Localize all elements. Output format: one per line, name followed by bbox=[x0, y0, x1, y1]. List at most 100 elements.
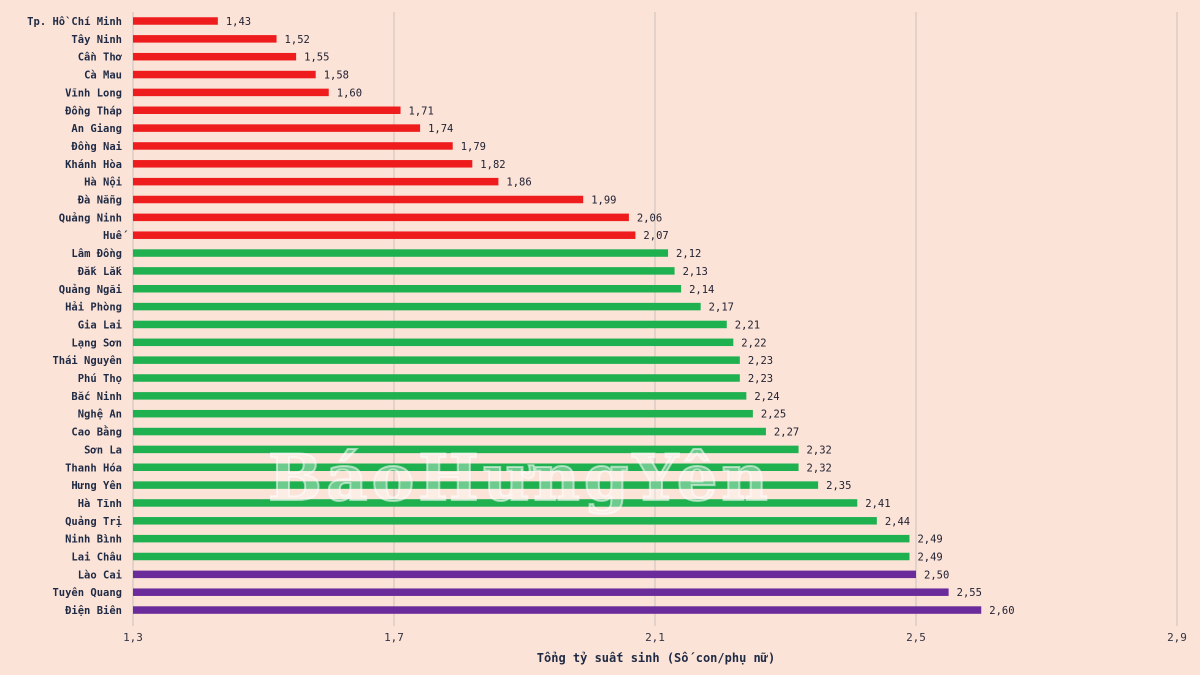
data-label: 1,60 bbox=[337, 87, 362, 99]
data-labels: 1,43 1,52 1,55 1,58 1,60 1,71 1,74 1,79 1,821,86… bbox=[226, 16, 1015, 617]
x-tick-label: 2,1 bbox=[645, 631, 665, 644]
data-label: 2,17 bbox=[709, 302, 734, 314]
bar bbox=[133, 517, 877, 525]
data-label: 2,13 bbox=[683, 266, 708, 278]
bar bbox=[133, 17, 218, 25]
data-label: 2,49 bbox=[917, 534, 942, 546]
category-label: Đắk Lắk bbox=[78, 266, 123, 278]
bar bbox=[133, 534, 910, 543]
category-label: Ninh Bình bbox=[65, 534, 122, 546]
bar bbox=[133, 285, 682, 293]
data-label: 1,58 bbox=[324, 70, 349, 82]
bar bbox=[133, 249, 669, 257]
category-label: Hưng Yên bbox=[71, 480, 122, 492]
category-label: Thái Nguyên bbox=[52, 355, 122, 367]
bar bbox=[133, 392, 747, 400]
category-labels: Tp. Hồ Chí Minh Tây Ninh Cần Thơ Cà Mau Vĩnh… bbox=[27, 16, 128, 617]
category-label: Quảng Ninh bbox=[59, 212, 122, 224]
data-label: 2,24 bbox=[754, 391, 779, 403]
category-label: Lâm Đồng bbox=[71, 248, 122, 260]
data-label: 2,35 bbox=[826, 480, 851, 492]
bar bbox=[133, 302, 701, 311]
data-label: 2,23 bbox=[748, 355, 773, 367]
category-label: Quảng Trị bbox=[65, 516, 122, 528]
data-label: 2,21 bbox=[735, 319, 760, 331]
data-label: 2,49 bbox=[917, 552, 942, 564]
data-label: 2,14 bbox=[689, 284, 714, 296]
data-label: 2,06 bbox=[637, 212, 662, 224]
data-label: 2,55 bbox=[957, 587, 982, 599]
bar bbox=[133, 552, 910, 561]
bar bbox=[133, 88, 329, 97]
bar bbox=[133, 160, 473, 168]
data-label: 1,43 bbox=[226, 16, 251, 28]
data-label: 2,25 bbox=[761, 409, 786, 421]
category-label: Phú Thọ bbox=[78, 373, 122, 385]
watermark-logo: BáoHưngYên bbox=[268, 441, 772, 516]
category-label: Đồng Tháp bbox=[65, 105, 122, 117]
data-label: 2,22 bbox=[741, 337, 766, 349]
category-label: Cần Thơ bbox=[78, 52, 123, 64]
category-label: An Giang bbox=[71, 123, 122, 135]
data-label: 1,71 bbox=[409, 105, 434, 117]
category-label: Hải Phòng bbox=[65, 302, 122, 314]
bar bbox=[133, 409, 753, 418]
data-label: 1,52 bbox=[285, 34, 310, 46]
category-label: Đà Nẵng bbox=[78, 195, 122, 207]
data-label: 2,32 bbox=[807, 462, 832, 474]
category-label: Lai Châu bbox=[71, 552, 122, 564]
data-label: 1,55 bbox=[304, 52, 329, 64]
x-tick-label: 1,7 bbox=[384, 631, 404, 644]
category-label: Huế bbox=[103, 230, 128, 242]
data-label: 2,27 bbox=[774, 427, 799, 439]
bar bbox=[133, 570, 916, 579]
category-label: Điện Biên bbox=[65, 605, 122, 617]
data-label: 2,07 bbox=[643, 230, 668, 242]
data-label: 2,23 bbox=[748, 373, 773, 385]
bar bbox=[133, 124, 421, 132]
x-tick-label: 2,9 bbox=[1167, 631, 1187, 644]
bar bbox=[133, 195, 584, 204]
data-label: 2,50 bbox=[924, 569, 949, 581]
category-label: Hà Tĩnh bbox=[78, 498, 122, 510]
bar bbox=[133, 70, 316, 79]
category-label: Khánh Hòa bbox=[65, 159, 122, 171]
data-label: 2,60 bbox=[989, 605, 1014, 617]
data-label: 1,99 bbox=[591, 195, 616, 207]
bar bbox=[133, 338, 734, 347]
x-axis-title: Tổng tỷ suất sinh (Số con/phụ nữ) bbox=[537, 651, 775, 665]
bars bbox=[133, 17, 982, 614]
bar bbox=[133, 606, 982, 614]
category-label: Nghệ An bbox=[78, 409, 122, 421]
category-label: Tuyên Quang bbox=[52, 587, 122, 599]
bar bbox=[133, 231, 636, 239]
bar bbox=[133, 499, 858, 507]
category-label: Tây Ninh bbox=[71, 34, 122, 46]
category-label: Tp. Hồ Chí Minh bbox=[27, 16, 122, 28]
category-label: Cao Bằng bbox=[71, 426, 122, 439]
category-label: Đồng Nai bbox=[71, 141, 122, 153]
bar bbox=[133, 356, 740, 364]
x-tick-label: 1,3 bbox=[123, 631, 143, 644]
bar bbox=[133, 463, 799, 471]
x-tick-label: 2,5 bbox=[906, 631, 926, 644]
category-label: Cà Mau bbox=[84, 70, 122, 82]
bar bbox=[133, 267, 675, 275]
bar bbox=[133, 177, 499, 186]
data-label: 1,82 bbox=[480, 159, 505, 171]
category-label: Hà Nội bbox=[84, 177, 122, 189]
data-label: 2,32 bbox=[807, 444, 832, 456]
category-label: Quảng Ngãi bbox=[59, 284, 122, 296]
category-label: Lạng Sơn bbox=[71, 337, 122, 349]
bar bbox=[133, 445, 799, 454]
data-label: 1,86 bbox=[506, 177, 531, 189]
data-label: 1,74 bbox=[428, 123, 453, 135]
category-label: Vĩnh Long bbox=[65, 87, 122, 99]
x-tick-labels: 1,3 1,7 2,1 2,5 2,9 bbox=[123, 631, 1187, 644]
bar bbox=[133, 374, 740, 382]
data-label: 2,41 bbox=[865, 498, 890, 510]
bar bbox=[133, 35, 277, 43]
category-label: Bắc Ninh bbox=[71, 391, 122, 403]
category-label: Sơn La bbox=[84, 444, 122, 456]
